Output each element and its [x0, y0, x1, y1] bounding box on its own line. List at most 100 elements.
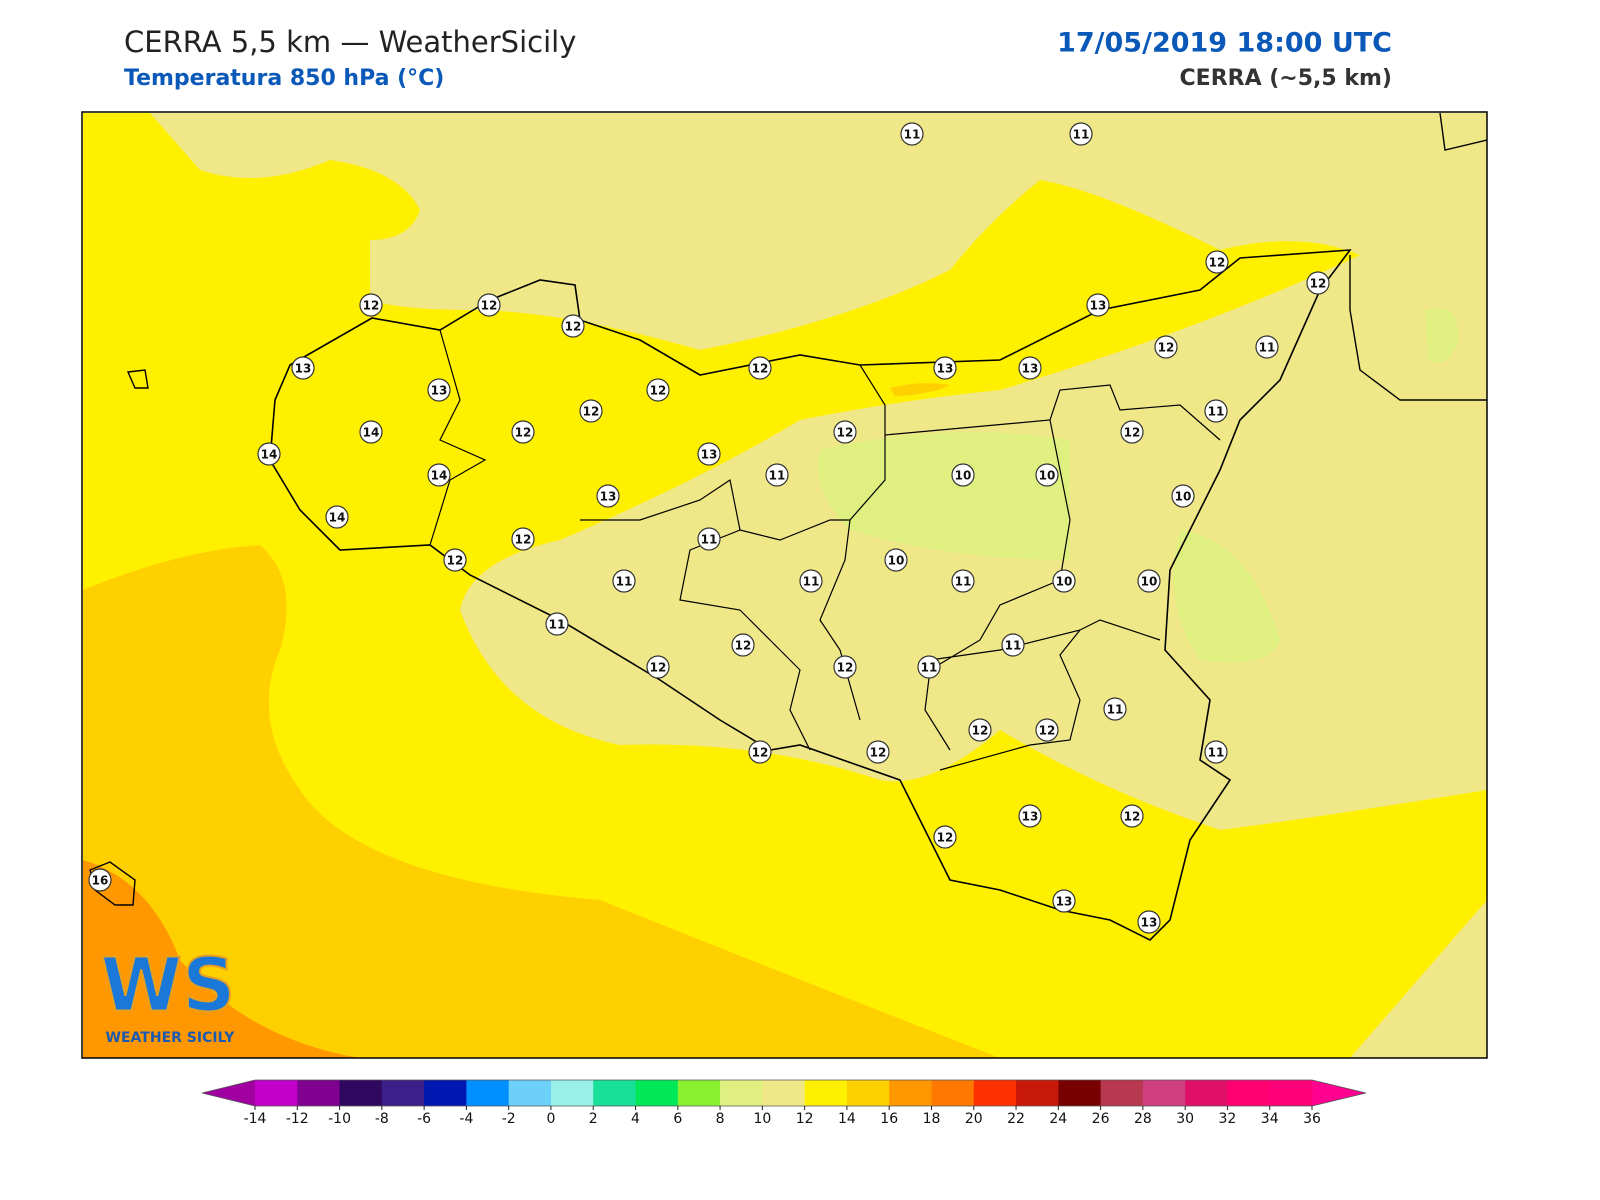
colorbar-tick-label: -2	[502, 1111, 516, 1127]
station-value: 12	[937, 831, 954, 845]
colorbar-bin	[846, 1080, 890, 1106]
station-marker	[561, 314, 585, 338]
station-marker	[1018, 804, 1042, 828]
station-marker	[1035, 463, 1059, 487]
station-marker	[1171, 484, 1195, 508]
station-marker	[1255, 335, 1279, 359]
station-value: 10	[888, 554, 905, 568]
station-marker	[933, 356, 957, 380]
station-value: 10	[1141, 575, 1158, 589]
station-marker	[427, 463, 451, 487]
station-value: 12	[515, 533, 532, 547]
colorbar-bin	[381, 1080, 425, 1106]
colorbar-tick-label: 10	[753, 1111, 771, 1127]
station-value: 12	[870, 746, 887, 760]
station-marker	[697, 527, 721, 551]
colorbar-tick-label: 12	[796, 1111, 814, 1127]
colorbar-bin	[1100, 1080, 1144, 1106]
colorbar-tick-label: 28	[1134, 1111, 1152, 1127]
station-value: 11	[769, 469, 786, 483]
station-marker	[1018, 356, 1042, 380]
station-value: 11	[921, 661, 938, 675]
station-value: 12	[1124, 810, 1141, 824]
colorbar-tick-label: 16	[880, 1111, 898, 1127]
station-marker	[257, 442, 281, 466]
station-value: 13	[1056, 895, 1073, 909]
station-value: 12	[481, 299, 498, 313]
station-value: 12	[650, 384, 667, 398]
station-marker	[884, 548, 908, 572]
station-value: 12	[735, 639, 752, 653]
colorbar-tick-label: 26	[1092, 1111, 1110, 1127]
station-value: 10	[955, 469, 972, 483]
station-marker	[1086, 293, 1110, 317]
station-value: 10	[1175, 490, 1192, 504]
colorbar-tick-label: -12	[286, 1111, 309, 1127]
station-marker	[900, 122, 924, 146]
colorbar-tick-label: 24	[1049, 1111, 1067, 1127]
colorbar-bin	[635, 1080, 679, 1106]
station-marker	[291, 356, 315, 380]
colorbar-bin	[1227, 1080, 1271, 1106]
station-marker	[833, 655, 857, 679]
colorbar-tick-label: 18	[923, 1111, 941, 1127]
station-marker	[1204, 399, 1228, 423]
subtitle: Temperatura 850 hPa (°C)	[124, 66, 444, 91]
station-value: 14	[329, 511, 346, 525]
colorbar-tick-label: -10	[328, 1111, 351, 1127]
station-marker	[1137, 910, 1161, 934]
station-value: 13	[600, 490, 617, 504]
field-orange	[83, 545, 1000, 1058]
station-value: 13	[1022, 362, 1039, 376]
colorbar-bin	[804, 1080, 848, 1106]
title: CERRA 5,5 km — WeatherSicily	[124, 25, 576, 59]
datetime: 17/05/2019 18:00 UTC	[1057, 28, 1392, 59]
colorbar-tick-label: -4	[459, 1111, 473, 1127]
station-marker	[477, 293, 501, 317]
station-value: 11	[616, 575, 633, 589]
colorbar-under	[202, 1080, 255, 1106]
colorbar-bin	[339, 1080, 383, 1106]
station-marker	[359, 420, 383, 444]
station-marker	[1154, 335, 1178, 359]
stations: 11 11 12 12 12 12 12 13 12 11 13 13 12 12 13 13 12 11 14 12…	[88, 122, 1330, 934]
station-marker	[359, 293, 383, 317]
station-value: 13	[1022, 810, 1039, 824]
colorbar-bin	[720, 1080, 763, 1106]
colorbar-bin	[550, 1080, 594, 1106]
station-marker	[1069, 122, 1093, 146]
field: WS WEATHER SICILY	[83, 113, 1487, 1058]
station-value: 12	[1039, 724, 1056, 738]
station-marker	[765, 463, 789, 487]
station-marker	[933, 825, 957, 849]
colorbar-tick-label: 36	[1303, 1111, 1321, 1127]
station-marker	[511, 420, 535, 444]
colorbar-bin	[762, 1080, 806, 1106]
station-marker	[1052, 889, 1076, 913]
station-marker	[1120, 420, 1144, 444]
station-marker	[596, 484, 620, 508]
colorbar-bin	[508, 1080, 552, 1106]
station-value: 11	[1005, 639, 1022, 653]
colorbar-tick-label: -6	[417, 1111, 431, 1127]
station-value: 14	[261, 448, 278, 462]
colorbar-bin	[1185, 1080, 1228, 1106]
station-value: 12	[1310, 277, 1327, 291]
map-frame	[81, 111, 1488, 1059]
station-value: 12	[837, 426, 854, 440]
station-value: 12	[972, 724, 989, 738]
colorbar-bin	[1142, 1080, 1186, 1106]
colorbar-tick-label: 20	[965, 1111, 983, 1127]
colorbar-tick-label: 2	[589, 1111, 598, 1127]
colorbar-bin	[297, 1080, 341, 1106]
colorbar-tick-label: 34	[1261, 1111, 1279, 1127]
station-value: 11	[803, 575, 820, 589]
colorbar-tick-label: -8	[375, 1111, 389, 1127]
field-dark-orange	[83, 860, 360, 1058]
station-value: 12	[752, 746, 769, 760]
station-value: 12	[583, 405, 600, 419]
station-marker	[866, 740, 890, 764]
colorbar: -14 -12 -10 -8 -6 -4 -2 0 2 4 6 8 10 12 14 16 18 20 22 24 26…	[201, 1079, 1367, 1127]
station-marker	[646, 378, 670, 402]
station-marker	[697, 442, 721, 466]
